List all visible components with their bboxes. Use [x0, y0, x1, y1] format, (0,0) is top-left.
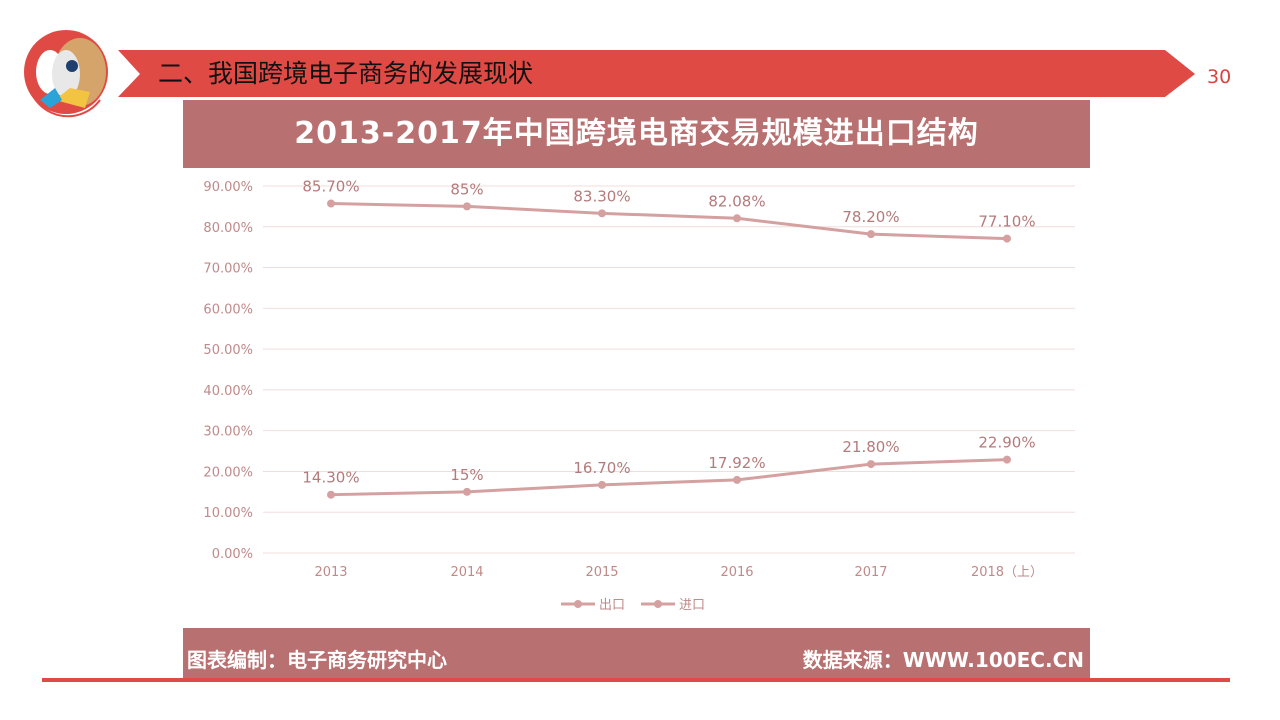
data-label: 16.70%: [573, 459, 630, 477]
data-label: 83.30%: [573, 187, 630, 205]
y-tick-label: 10.00%: [203, 506, 253, 521]
x-tick-label: 2014: [450, 565, 483, 580]
data-point: [867, 460, 875, 469]
data-label: 15%: [450, 466, 483, 484]
y-tick-label: 40.00%: [203, 384, 253, 399]
data-label: 85%: [450, 180, 483, 198]
data-point: [598, 209, 606, 218]
data-label: 78.20%: [842, 208, 899, 226]
x-tick-label: 2018（上）: [971, 565, 1043, 580]
data-point: [598, 480, 606, 489]
avatar-logo-icon: [24, 30, 108, 118]
legend-label: 进口: [679, 598, 705, 613]
data-point: [327, 490, 335, 499]
series-line-出口: [330, 202, 1008, 241]
y-tick-label: 70.00%: [203, 262, 253, 277]
y-tick-label: 20.00%: [203, 465, 253, 480]
chart-compiler: 图表编制：电子商务研究中心: [187, 648, 447, 672]
data-label: 77.10%: [978, 213, 1035, 231]
x-tick-label: 2017: [854, 565, 887, 580]
x-tick-label: 2015: [585, 565, 618, 580]
y-tick-label: 60.00%: [203, 302, 253, 317]
legend-label: 出口: [599, 598, 625, 613]
chart-title: 2013-2017年中国跨境电商交易规模进出口结构: [183, 100, 1090, 168]
title-ribbon: [118, 50, 1195, 97]
data-label: 22.90%: [978, 434, 1035, 452]
data-point: [327, 199, 335, 208]
data-point: [463, 487, 471, 496]
data-point: [1003, 455, 1011, 464]
line-chart: 0.00% 10.00% 20.00% 30.00% 40.00% 50.00% 60.00…: [203, 178, 1075, 613]
y-tick-label: 30.00%: [203, 425, 253, 440]
header-banner: [24, 30, 1195, 118]
chart-source: 数据来源：WWW.100EC.CN: [802, 648, 1084, 672]
data-point: [463, 202, 471, 211]
legend-marker: [654, 600, 662, 608]
data-point: [867, 230, 875, 239]
y-tick-label: 90.00%: [203, 180, 253, 195]
y-tick-label: 80.00%: [203, 221, 253, 236]
chart-panel: 2013-2017年中国跨境电商交易规模进出口结构 0.00% 10.00% 20.…: [183, 100, 1090, 680]
chart-footer: 图表编制：电子商务研究中心 数据来源：WWW.100EC.CN: [183, 628, 1090, 680]
bottom-divider: [42, 678, 1230, 682]
data-point: [1003, 234, 1011, 243]
data-label: 85.70%: [302, 178, 359, 196]
page-number: 30: [1207, 66, 1232, 88]
legend-marker: [574, 600, 582, 608]
data-label: 17.92%: [708, 454, 765, 472]
data-label: 14.30%: [302, 469, 359, 487]
data-label: 82.08%: [708, 192, 765, 210]
data-point: [733, 475, 741, 484]
data-point: [733, 214, 741, 223]
y-tick-label: 0.00%: [212, 547, 253, 562]
slide-title: 二、我国跨境电子商务的发展现状: [158, 59, 534, 88]
series-line-进口: [330, 458, 1008, 497]
data-label: 21.80%: [842, 438, 899, 456]
x-tick-label: 2016: [720, 565, 753, 580]
x-tick-label: 2013: [314, 565, 347, 580]
y-tick-label: 50.00%: [203, 343, 253, 358]
